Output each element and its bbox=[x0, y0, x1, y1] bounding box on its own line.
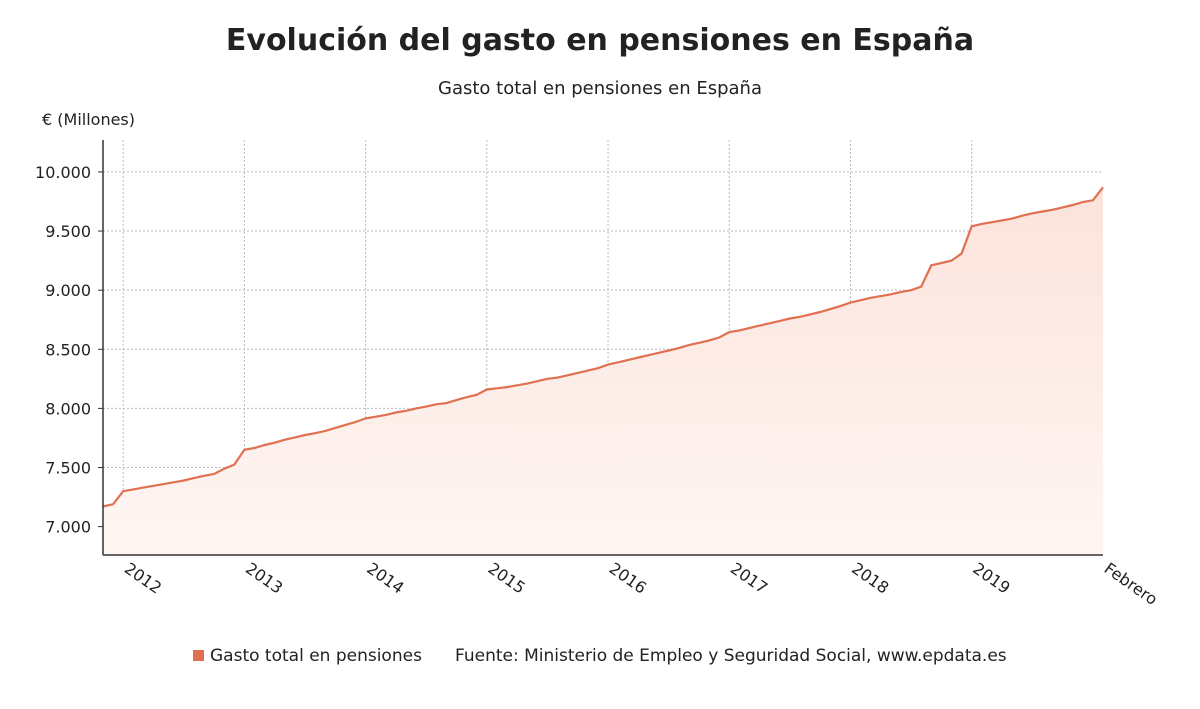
y-tick-label: 8.000 bbox=[45, 399, 91, 418]
legend-swatch bbox=[193, 650, 204, 661]
x-tick-label: 2014 bbox=[363, 559, 407, 598]
x-tick-label: 2019 bbox=[969, 559, 1013, 598]
x-tick-label: 2017 bbox=[727, 559, 771, 598]
y-axis-label: € (Millones) bbox=[42, 110, 135, 129]
line bbox=[102, 186, 1104, 508]
y-tick-label: 9.000 bbox=[45, 281, 91, 300]
x-tick-label: Febrero bbox=[1101, 559, 1161, 609]
y-tick-label: 9.500 bbox=[45, 222, 91, 241]
source: Fuente: Ministerio de Empleo y Seguridad… bbox=[455, 646, 1007, 666]
x-tick-label: 2013 bbox=[242, 559, 286, 598]
area bbox=[103, 187, 1103, 556]
x-tick-label: 2015 bbox=[485, 559, 529, 598]
y-tick-label: 7.000 bbox=[45, 518, 91, 537]
chart-title: Evolución del gasto en pensiones en Espa… bbox=[226, 23, 974, 58]
x-tick-label: 2018 bbox=[848, 559, 892, 598]
chart-subtitle: Gasto total en pensiones en España bbox=[438, 78, 762, 99]
legend-label: Gasto total en pensiones bbox=[210, 646, 422, 666]
plot: 7.000 7.500 8.000 8.500 9.000 9.500 10.000 2012… bbox=[35, 140, 1161, 609]
x-tick-label: 2012 bbox=[121, 559, 165, 598]
y-tick-label: 7.500 bbox=[45, 459, 91, 478]
y-tick-label: 8.500 bbox=[45, 340, 91, 359]
x-tick-label: 2016 bbox=[606, 559, 650, 598]
y-tick-label: 10.000 bbox=[35, 163, 91, 182]
